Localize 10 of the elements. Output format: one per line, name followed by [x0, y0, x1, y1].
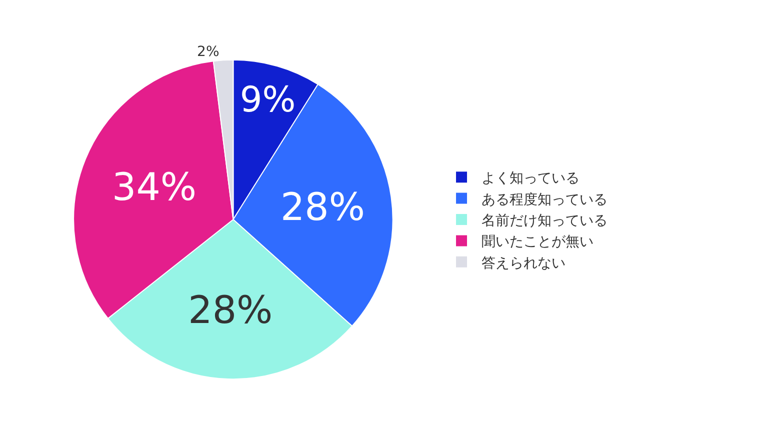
- legend-label: ある程度知っている: [482, 192, 608, 208]
- data-label: 9%: [240, 79, 296, 120]
- legend-label: 名前だけ知っている: [482, 212, 608, 229]
- legend-label: 聞いたことが無い: [482, 234, 594, 250]
- legend-label: よく知っている: [482, 170, 580, 187]
- data-label: 2%: [197, 44, 220, 60]
- data-label: 34%: [112, 165, 197, 210]
- legend-label: 答えられない: [482, 255, 566, 272]
- data-label: 28%: [188, 288, 273, 332]
- data-label: 28%: [280, 184, 365, 229]
